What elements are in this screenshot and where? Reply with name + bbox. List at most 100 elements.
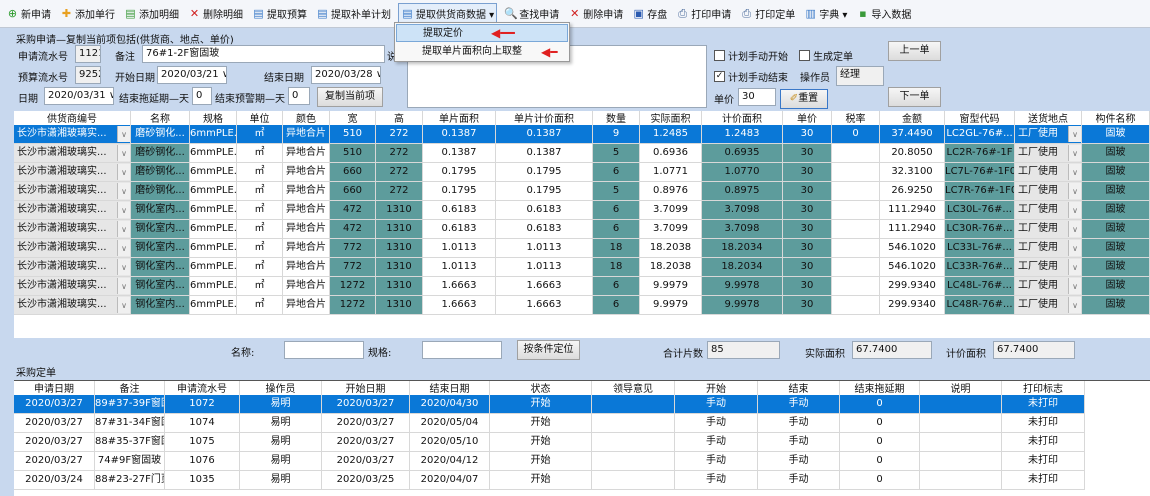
table-cell[interactable]: 固玻	[1082, 144, 1150, 163]
table-cell[interactable]: 固玻	[1082, 296, 1150, 315]
table-cell[interactable]: 6mmPLE...	[190, 144, 237, 163]
table-cell[interactable]: 2020/03/27	[322, 395, 410, 414]
table-cell[interactable]: 1.0113	[496, 258, 593, 277]
table-cell[interactable]: 9.9979	[640, 296, 702, 315]
table-cell[interactable]: 1075	[165, 433, 240, 452]
chevron-down-icon[interactable]: ∨	[117, 297, 130, 313]
table-cell[interactable]: 工厂使用 ∨	[1015, 258, 1082, 277]
table-cell[interactable]	[920, 395, 1002, 414]
table-cell[interactable]: 1074	[165, 414, 240, 433]
table-cell[interactable]	[920, 414, 1002, 433]
table-row[interactable]: 2020/03/2789#37-39F窗固玻1072易明2020/03/2720…	[14, 395, 1150, 414]
search-spec-input[interactable]	[422, 341, 502, 359]
table-cell[interactable]: 6mmPLE...	[190, 277, 237, 296]
table-cell[interactable]: 660	[330, 182, 376, 201]
table-cell[interactable]: LC48L-76#...	[945, 277, 1015, 296]
toolbar-button-10[interactable]: ⎙ 打印申请	[674, 3, 733, 25]
plan-end-checkbox[interactable]: ✓ 计划手动结束	[714, 69, 788, 84]
table-cell[interactable]: 手动	[675, 452, 758, 471]
table-cell[interactable]: 1.0770	[702, 163, 783, 182]
table-cell[interactable]: 长沙市潇湘玻璃实... ∨	[14, 220, 131, 239]
table-cell[interactable]: 2020/03/27	[14, 414, 95, 433]
table-cell[interactable]: 0.8976	[640, 182, 702, 201]
table-cell[interactable]: 5	[593, 182, 640, 201]
warn-days-field[interactable]: 0	[288, 87, 310, 105]
table-cell[interactable]: 钢化室内...	[131, 220, 190, 239]
table-cell[interactable]: LC33L-76#...	[945, 239, 1015, 258]
table-cell[interactable]: 510	[330, 144, 376, 163]
table-cell[interactable]: 6mmPLE...	[190, 125, 237, 144]
chevron-down-icon[interactable]: ∨	[117, 164, 130, 180]
table-cell[interactable]: 546.1020	[880, 258, 945, 277]
table-cell[interactable]: 272	[376, 125, 423, 144]
table-cell[interactable]: 工厂使用 ∨	[1015, 296, 1082, 315]
table-cell[interactable]	[832, 182, 880, 201]
table-cell[interactable]: 6mmPLE...	[190, 163, 237, 182]
table-cell[interactable]: 固玻	[1082, 239, 1150, 258]
table-cell[interactable]: 1.0113	[423, 239, 496, 258]
table-cell[interactable]: 工厂使用 ∨	[1015, 144, 1082, 163]
table-row[interactable]: 长沙市潇湘玻璃实...∨钢化室内...6mmPLE...㎡异地合片7721310…	[14, 239, 1150, 258]
table-cell[interactable]	[592, 471, 675, 490]
table-cell[interactable]: 2020/03/27	[322, 433, 410, 452]
table-cell[interactable]: 1310	[376, 239, 423, 258]
table-cell[interactable]: LC7L-76#-1F0	[945, 163, 1015, 182]
table-row[interactable]: 长沙市潇湘玻璃实...∨钢化室内...6mmPLE...㎡异地合片7721310…	[14, 258, 1150, 277]
table-cell[interactable]	[832, 163, 880, 182]
table-cell[interactable]	[920, 471, 1002, 490]
toolbar-button-3[interactable]: ✕ 删除明细	[186, 3, 245, 25]
table-cell[interactable]: 0.6936	[640, 144, 702, 163]
table-cell[interactable]: 2020/03/27	[322, 452, 410, 471]
table-cell[interactable]: 30	[783, 182, 832, 201]
checkbox-box[interactable]	[799, 50, 810, 61]
table-cell[interactable]: 3.7098	[702, 201, 783, 220]
table-cell[interactable]	[920, 452, 1002, 471]
table-cell[interactable]: 472	[330, 220, 376, 239]
toolbar-button-12[interactable]: ▥ 字典 ▾	[802, 3, 849, 25]
table-cell[interactable]: 1.6663	[423, 277, 496, 296]
table-cell[interactable]: 1310	[376, 201, 423, 220]
table-cell[interactable]: 磨砂钢化...	[131, 163, 190, 182]
table-cell[interactable]: ㎡	[237, 220, 283, 239]
copy-current-button[interactable]: 复制当前项	[317, 87, 383, 107]
table-cell[interactable]: 长沙市潇湘玻璃实... ∨	[14, 296, 131, 315]
table-cell[interactable]	[920, 433, 1002, 452]
chevron-down-icon[interactable]: ∨	[1068, 278, 1081, 294]
table-cell[interactable]: LC2GL-76#...	[945, 125, 1015, 144]
table-cell[interactable]: 长沙市潇湘玻璃实... ∨	[14, 239, 131, 258]
table-cell[interactable]	[832, 220, 880, 239]
table-cell[interactable]: 0.1795	[496, 182, 593, 201]
price-field[interactable]: 30	[738, 88, 776, 106]
table-cell[interactable]: 异地合片	[283, 144, 330, 163]
table-cell[interactable]: 0	[840, 414, 920, 433]
table-cell[interactable]: 固玻	[1082, 258, 1150, 277]
toolbar-button-2[interactable]: ▤ 添加明细	[122, 3, 181, 25]
table-cell[interactable]: 0.1795	[423, 182, 496, 201]
table-cell[interactable]: 0.1387	[496, 144, 593, 163]
table-cell[interactable]: 未打印	[1002, 452, 1085, 471]
table-cell[interactable]: 18.2038	[640, 239, 702, 258]
table-cell[interactable]: 长沙市潇湘玻璃实... ∨	[14, 182, 131, 201]
table-cell[interactable]: 手动	[758, 471, 840, 490]
table-cell[interactable]: LC30L-76#...	[945, 201, 1015, 220]
table-cell[interactable]: 272	[376, 163, 423, 182]
table-cell[interactable]: 钢化室内...	[131, 239, 190, 258]
toolbar-button-13[interactable]: ▪ 导入数据	[854, 3, 913, 25]
table-cell[interactable]: 钢化室内...	[131, 296, 190, 315]
table-cell[interactable]: 长沙市潇湘玻璃实... ∨	[14, 201, 131, 220]
table-cell[interactable]: 异地合片	[283, 182, 330, 201]
table-cell[interactable]: 1.6663	[496, 277, 593, 296]
table-cell[interactable]: 1310	[376, 220, 423, 239]
table-cell[interactable]: 772	[330, 239, 376, 258]
table-cell[interactable]: 546.1020	[880, 239, 945, 258]
chevron-down-icon[interactable]: ∨	[1068, 202, 1081, 218]
table-cell[interactable]: 88#35-37F窗固玻	[95, 433, 165, 452]
table-row[interactable]: 长沙市潇湘玻璃实...∨磨砂钢化...6mmPLE...㎡异地合片6602720…	[14, 182, 1150, 201]
table-cell[interactable]: 0.6183	[423, 220, 496, 239]
delay-days-field[interactable]: 0	[192, 87, 212, 105]
table-row[interactable]: 2020/03/2788#35-37F窗固玻1075易明2020/03/2720…	[14, 433, 1150, 452]
table-cell[interactable]: 手动	[758, 395, 840, 414]
table-cell[interactable]: 0.1387	[423, 125, 496, 144]
table-cell[interactable]: 0.6183	[496, 201, 593, 220]
chevron-down-icon[interactable]: ∨	[1068, 259, 1081, 275]
